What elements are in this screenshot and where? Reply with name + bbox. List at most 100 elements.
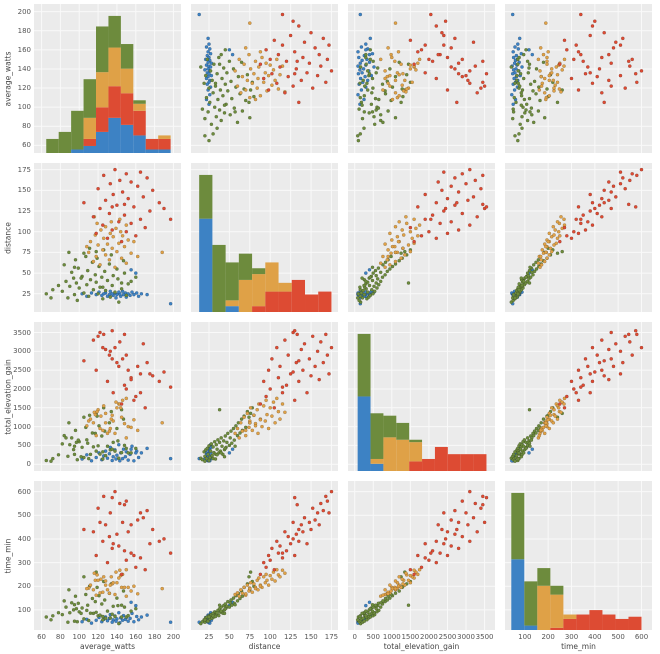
y-axis-label-distance: distance — [3, 221, 13, 254]
y-tick-label: 150 — [17, 186, 31, 195]
x-tick-label: 500 — [366, 633, 380, 641]
histogram-plot — [191, 163, 338, 312]
y-tick-label: 0 — [26, 460, 31, 469]
series-red — [258, 328, 334, 410]
x-tick-label: 2000 — [420, 633, 438, 641]
scatter-panel-time_min-vs-average_watts — [34, 481, 181, 630]
y-tick-label: 125 — [17, 207, 31, 215]
y-tick-label: 500 — [17, 511, 31, 520]
y-tick-label: 120 — [17, 84, 31, 93]
x-tick-label: 100 — [263, 633, 277, 641]
hist-panel-total_elevation_gain-vs-total_elevation_gain — [348, 322, 495, 471]
x-tick-label: 3000 — [457, 633, 475, 641]
x-tick-label: 600 — [634, 633, 649, 641]
x-tick-label: 300 — [564, 633, 579, 641]
x-tick-label: 0 — [352, 633, 357, 641]
scatter-plot — [34, 163, 181, 312]
gridlines — [34, 481, 181, 630]
series-green — [355, 246, 413, 304]
series-green — [44, 246, 138, 304]
y-tick-label: 1000 — [13, 422, 31, 431]
histogram-bars — [357, 333, 487, 471]
y-tick-label: 160 — [17, 45, 31, 54]
x-tick-label: 150 — [304, 633, 318, 641]
gridlines — [191, 322, 338, 471]
y-axis-label-time_min: time_min — [3, 538, 13, 573]
y-tick-label: 60 — [22, 141, 31, 150]
x-tick-label: 200 — [166, 633, 181, 641]
gridlines — [348, 4, 495, 153]
y-tick-label: 25 — [22, 289, 31, 298]
y-tick-label: 200 — [17, 582, 31, 591]
gridlines — [505, 4, 652, 153]
histogram-bars — [199, 174, 332, 312]
y-tick-label: 100 — [17, 605, 31, 614]
series-red — [82, 489, 173, 577]
gridlines — [191, 4, 338, 153]
x-tick-label: 120 — [91, 633, 105, 641]
x-axis-label-time_min: time_min — [561, 642, 596, 651]
scatter-panel-time_min-vs-distance — [191, 481, 338, 630]
x-tick-label: 3500 — [475, 633, 494, 641]
series-orange — [84, 567, 165, 599]
scatter-plot — [34, 322, 181, 471]
y-tick-label: 500 — [17, 441, 31, 450]
x-axis-label-average_watts: average_watts — [80, 642, 135, 651]
scatter-plot — [348, 481, 495, 630]
scatter-panel-average_watts-vs-distance — [191, 4, 338, 153]
y-axis-label-total_elevation_gain: total_elevation_gain — [3, 358, 13, 435]
series-green — [44, 570, 138, 626]
scatter-plot — [505, 322, 652, 471]
series-orange — [536, 396, 567, 440]
series-red — [408, 12, 489, 105]
scatter-panel-average_watts-vs-total_elevation_gain — [348, 4, 495, 153]
scatter-plot — [505, 163, 652, 312]
hist-panel-average_watts-vs-average_watts — [34, 4, 181, 153]
x-tick-label: 160 — [129, 633, 143, 641]
scatter-panel-distance-vs-total_elevation_gain — [348, 163, 495, 312]
scatter-panel-time_min-vs-total_elevation_gain — [348, 481, 495, 630]
gridlines — [191, 481, 338, 630]
x-axis-label-distance: distance — [248, 642, 281, 651]
series-red — [258, 489, 334, 577]
histogram-plot — [34, 4, 181, 153]
series-orange — [536, 214, 567, 270]
series-red — [557, 328, 644, 410]
y-tick-label: 140 — [17, 64, 31, 73]
x-tick-label: 100 — [518, 633, 532, 641]
scatter-plot — [348, 4, 495, 153]
scatter-panel-distance-vs-time_min — [505, 163, 652, 312]
x-tick-label: 125 — [283, 633, 298, 641]
series-red — [408, 167, 489, 244]
x-tick-label: 100 — [72, 633, 86, 641]
series-blue — [197, 12, 235, 107]
histogram-plot — [348, 322, 495, 471]
y-tick-label: 1500 — [13, 403, 31, 412]
series-red — [557, 12, 644, 105]
gridlines — [34, 322, 181, 471]
scatter-panel-total_elevation_gain-vs-average_watts — [34, 322, 181, 471]
series-green — [355, 47, 413, 143]
series-orange — [84, 396, 165, 440]
scatter-panel-total_elevation_gain-vs-time_min — [505, 322, 652, 471]
gridlines — [34, 163, 181, 312]
scatter-plot — [191, 481, 338, 630]
y-tick-label: 2500 — [13, 366, 31, 375]
series-orange — [536, 21, 567, 102]
x-tick-label: 140 — [110, 633, 124, 641]
y-tick-label: 180 — [17, 26, 31, 35]
x-tick-label: 200 — [541, 633, 555, 641]
series-orange — [84, 214, 165, 270]
x-tick-label: 75 — [245, 633, 255, 641]
scatter-plot — [191, 4, 338, 153]
scatter-plot — [34, 481, 181, 630]
y-tick-label: 100 — [17, 103, 31, 112]
x-tick-label: 80 — [55, 633, 65, 641]
series-red — [557, 167, 644, 244]
x-tick-label: 1000 — [382, 633, 401, 641]
y-tick-label: 75 — [22, 248, 31, 257]
scatter-plot — [348, 163, 495, 312]
series-orange — [378, 567, 422, 599]
x-axis-label-total_elevation_gain: total_elevation_gain — [383, 642, 460, 651]
